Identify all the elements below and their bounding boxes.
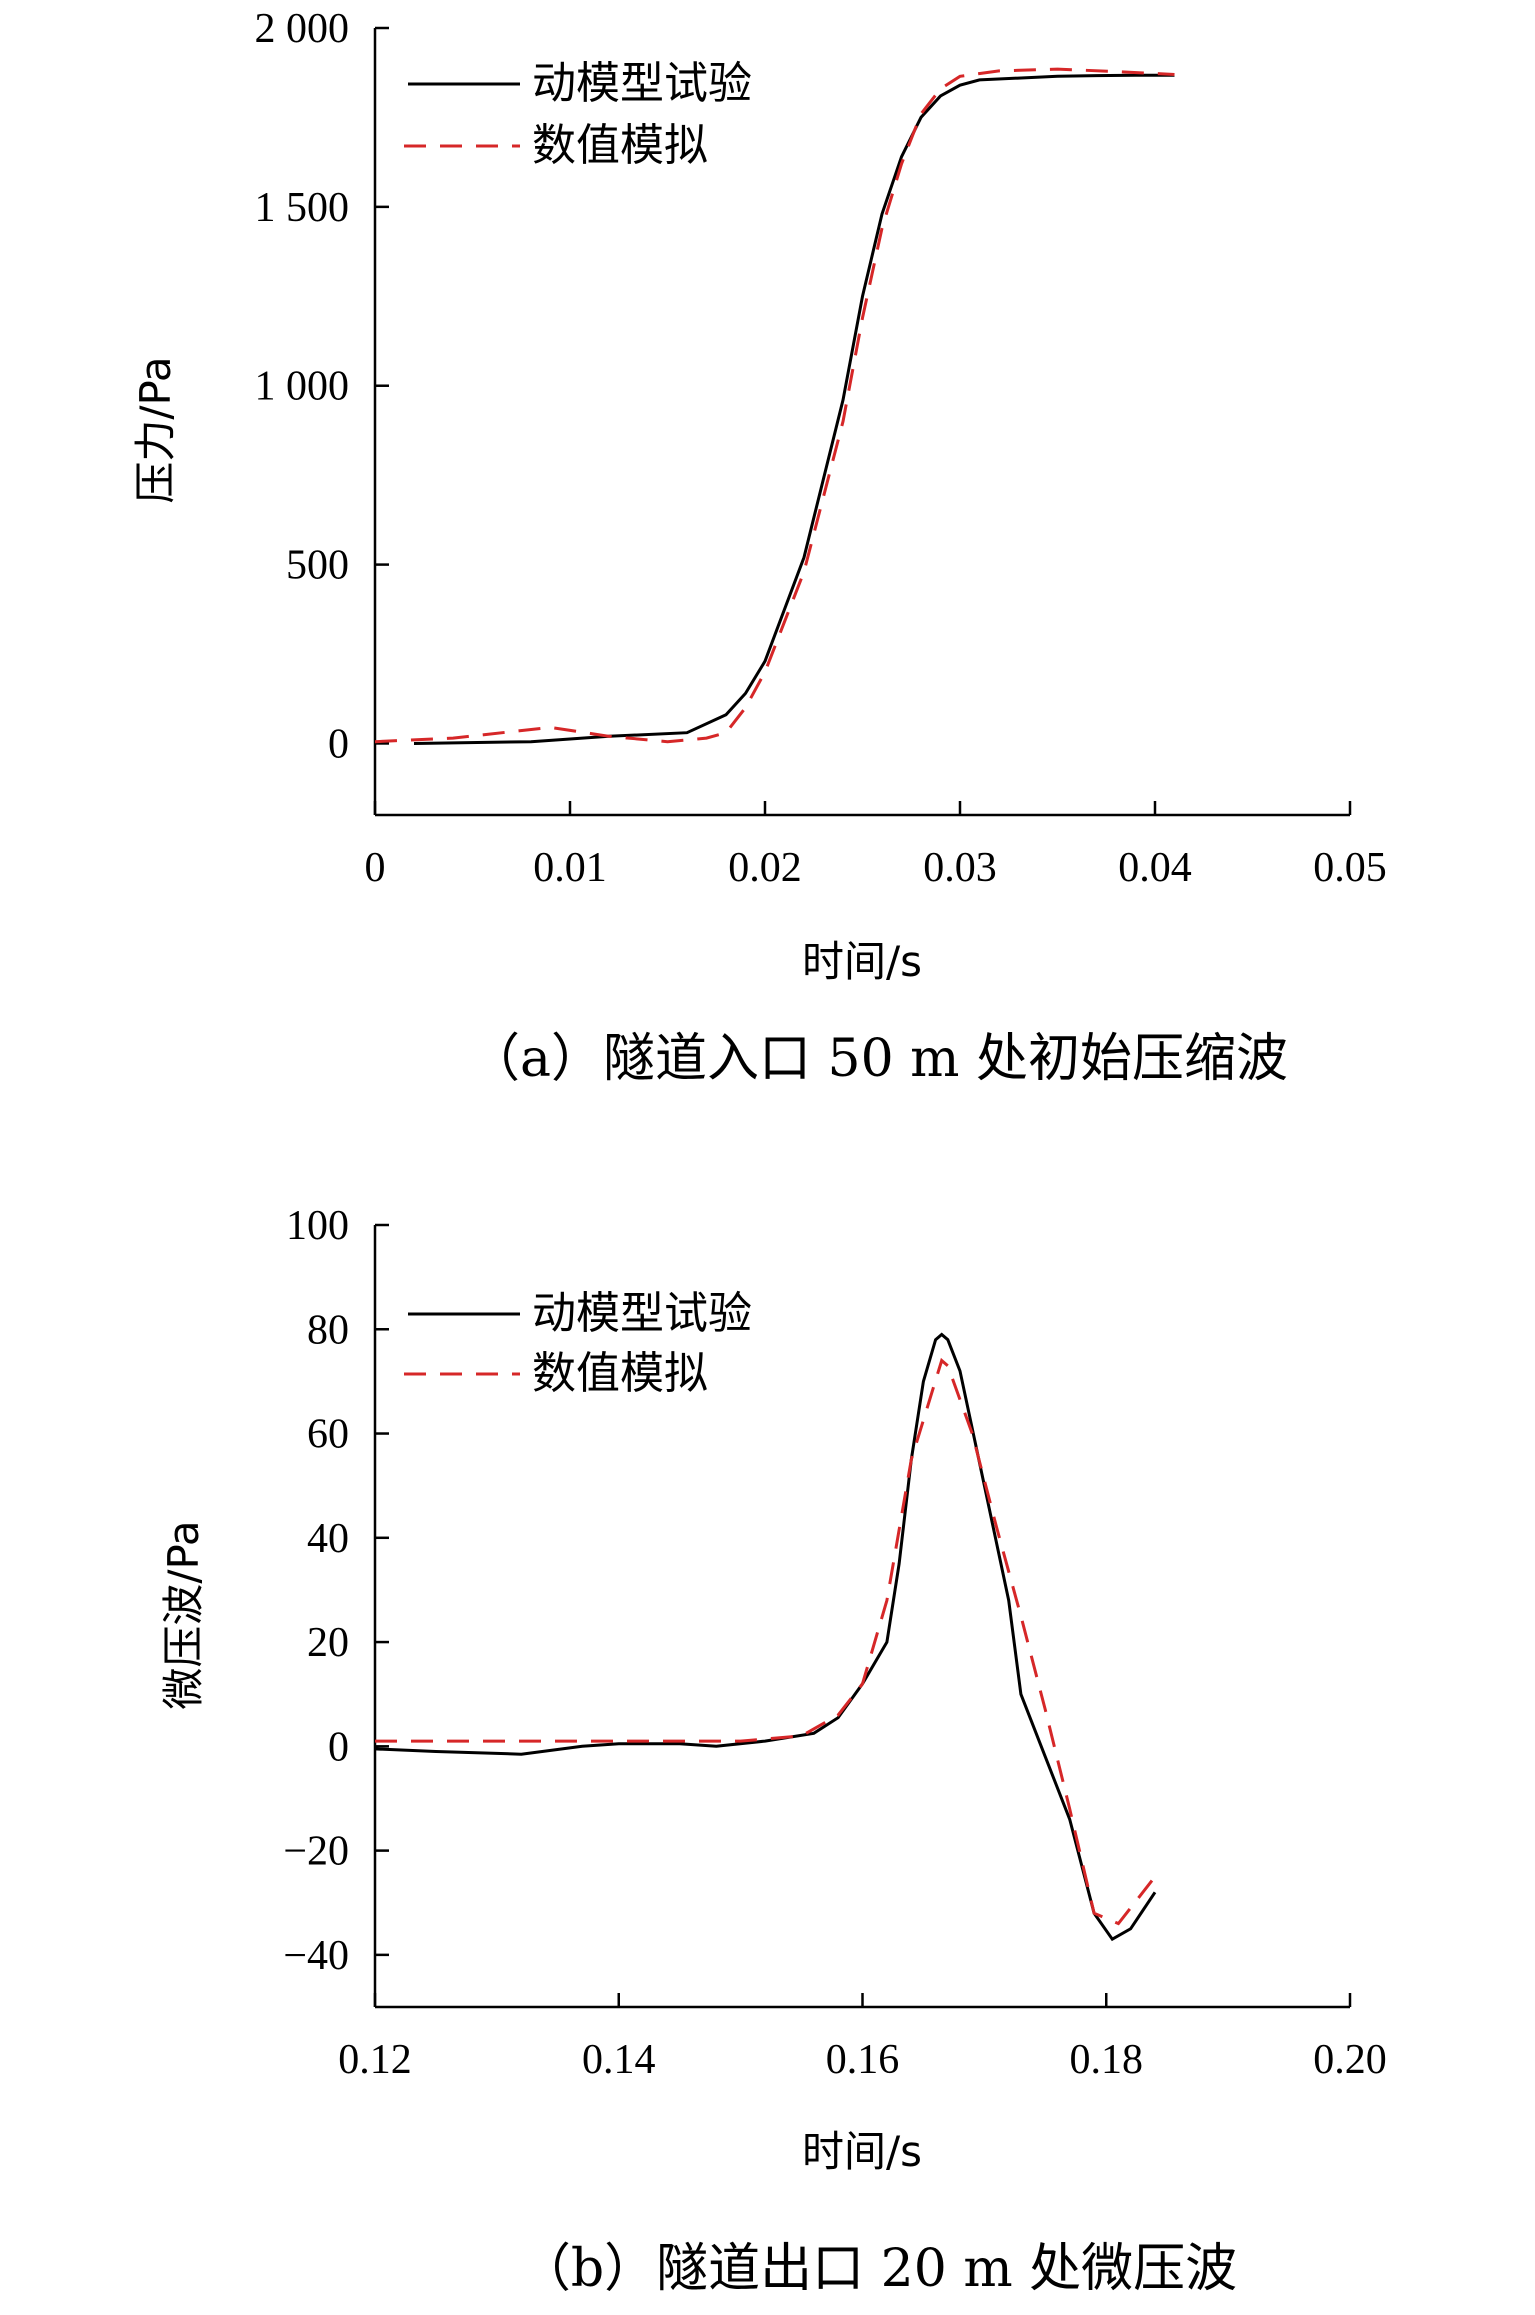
y-tick-label-b-4: 40	[307, 1516, 349, 1562]
chart-panel-a: 0 500 1 000 1 500 2 000 0 0.01 0.02 0.03 0.04 0.0…	[131, 6, 1387, 1089]
x-tick-label-a-1: 0.01	[533, 845, 607, 891]
y-tick-label-b-6: 80	[307, 1307, 349, 1353]
y-axis-a: 0 500 1 000 1 500 2 000	[255, 6, 389, 815]
x-tick-label-b-0: 0.12	[338, 2037, 412, 2083]
legend-label-sim-b: 数值模拟	[532, 1348, 708, 1399]
y-tick-label-a-2: 1 000	[255, 364, 350, 410]
y-tick-label-a-1: 500	[286, 543, 349, 589]
series-line-a-sim	[374, 67, 1175, 744]
series-line-a-exp	[413, 73, 1175, 745]
x-ticks-a: 0 0.01 0.02 0.03 0.04 0.05	[365, 801, 1387, 891]
x-tick-label-b-3: 0.18	[1070, 2037, 1144, 2083]
series-line-b-exp	[374, 1332, 1157, 1942]
y-tick-label-b-1: −20	[283, 1829, 349, 1875]
series-group-a	[374, 67, 1175, 745]
y-tick-label-a-0: 0	[328, 721, 349, 767]
x-tick-label-a-3: 0.03	[923, 845, 997, 891]
series-group-b	[374, 1332, 1157, 1942]
x-ticks-b: 0.12 0.14 0.16 0.18 0.20	[338, 1993, 1387, 2083]
x-axis-b: 0.12 0.14 0.16 0.18 0.20	[338, 1993, 1387, 2083]
y-tick-label-b-2: 0	[328, 1724, 349, 1770]
legend-b: 动模型试验 数值模拟	[404, 1288, 752, 1399]
x-tick-label-b-1: 0.14	[582, 2037, 656, 2083]
y-axis-label-a: 压力/Pa	[131, 356, 180, 503]
x-tick-label-a-5: 0.05	[1313, 845, 1387, 891]
legend-label-exp-a: 动模型试验	[532, 58, 752, 109]
x-tick-label-b-2: 0.16	[826, 2037, 900, 2083]
legend-label-exp-b: 动模型试验	[532, 1288, 752, 1339]
series-line-b-sim	[375, 1357, 1157, 1926]
y-tick-label-b-3: 20	[307, 1620, 349, 1666]
y-ticks-a: 0 500 1 000 1 500 2 000	[255, 6, 389, 767]
legend-label-sim-a: 数值模拟	[532, 120, 708, 171]
x-axis-label-a: 时间/s	[802, 937, 922, 986]
x-tick-label-a-0: 0	[365, 845, 386, 891]
x-tick-label-a-4: 0.04	[1118, 845, 1192, 891]
caption-a: （a）隧道入口 50 m 处初始压缩波	[468, 1029, 1288, 1089]
y-tick-label-a-3: 1 500	[255, 185, 350, 231]
x-tick-label-b-4: 0.20	[1313, 2037, 1387, 2083]
legend-a: 动模型试验 数值模拟	[404, 58, 752, 171]
x-axis-label-b: 时间/s	[802, 2127, 922, 2176]
y-tick-label-b-7: 100	[286, 1203, 349, 1249]
y-axis-label-b: 微压波/Pa	[159, 1520, 208, 1709]
caption-b: （b）隧道出口 20 m 处微压波	[519, 2239, 1237, 2299]
y-tick-label-b-0: −40	[283, 1933, 349, 1979]
y-ticks-b: −40 −20 0 20 40 60 80 100	[283, 1203, 389, 1979]
y-tick-label-b-5: 60	[307, 1412, 349, 1458]
x-axis-a: 0 0.01 0.02 0.03 0.04 0.05	[365, 801, 1387, 891]
y-tick-label-a-4: 2 000	[255, 6, 350, 52]
x-tick-label-a-2: 0.02	[728, 845, 802, 891]
y-axis-b: −40 −20 0 20 40 60 80 100	[283, 1203, 389, 2007]
